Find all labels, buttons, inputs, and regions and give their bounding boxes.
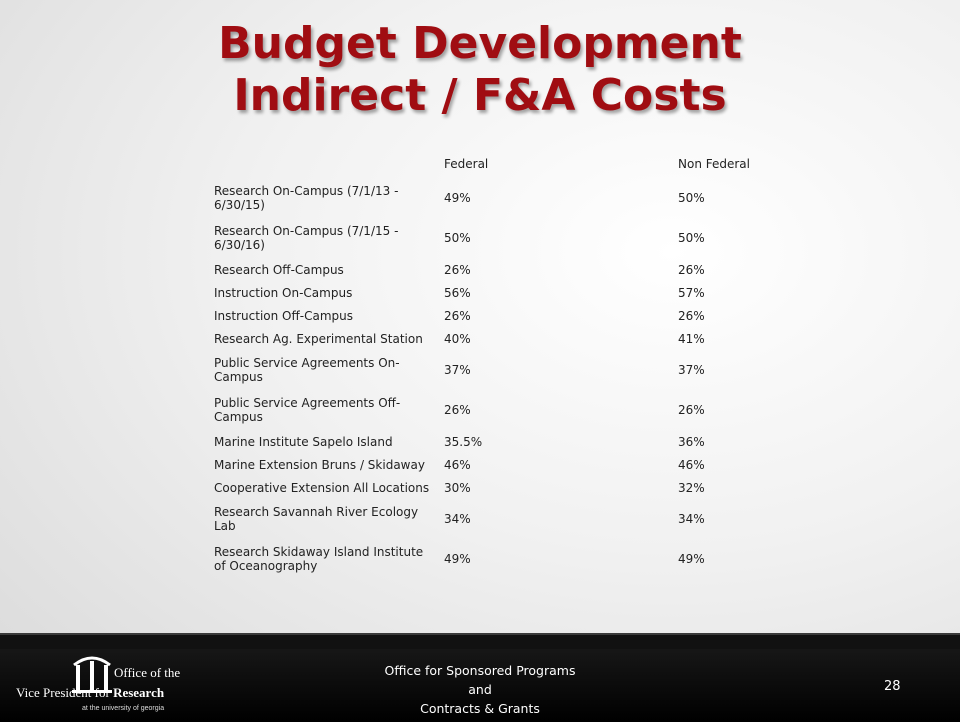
row-label: Research Ag. Experimental Station	[214, 331, 423, 346]
slide-title-line1: Budget Development	[218, 18, 742, 69]
logo-line1: Office of the	[114, 665, 181, 680]
row-non-federal-rate: 26%	[678, 262, 705, 277]
row-label: Research On-Campus (7/1/15 - 6/30/16)	[214, 224, 399, 252]
table-row: Research Skidaway Island Institute of Oc…	[210, 539, 770, 579]
footer-text-line1: Office for Sponsored Programs	[384, 663, 576, 678]
table-row: Research Savannah River Ecology Lab 34% 34…	[210, 499, 770, 539]
table-row: Instruction On-Campus 56% 57%	[210, 281, 770, 304]
footer-text-line3: Contracts & Grants	[420, 701, 540, 716]
row-federal-rate: 35.5%	[444, 434, 483, 449]
row-federal-rate: 37%	[444, 363, 471, 377]
row-label: Public Service Agreements Off-Campus	[214, 396, 401, 424]
row-label: Research Off-Campus	[214, 262, 344, 277]
fa-rates-table: Federal Non Federal Research On-Campus (…	[210, 150, 770, 579]
row-label: Research Skidaway Island Institute of Oc…	[214, 545, 424, 573]
row-federal-rate: 26%	[444, 308, 471, 323]
row-federal-rate: 30%	[444, 480, 471, 495]
logo-line2-b: Research	[113, 685, 165, 700]
row-non-federal-rate: 57%	[678, 285, 705, 300]
row-non-federal-rate: 32%	[678, 480, 705, 495]
row-non-federal-rate: 34%	[678, 512, 705, 526]
row-federal-rate: 26%	[444, 262, 471, 277]
logo-line3: at the university of georgia	[82, 705, 165, 712]
table-row: Research On-Campus (7/1/13 - 6/30/15) 49%…	[210, 178, 770, 218]
footer-text-line2: and	[468, 682, 492, 697]
table-row: Marine Institute Sapelo Island 35.5% 36%	[210, 430, 770, 453]
table-row: Public Service Agreements Off-Campus 26% 2…	[210, 390, 770, 430]
table-header-row: Federal Non Federal	[210, 150, 770, 178]
row-label: Research On-Campus (7/1/13 - 6/30/15)	[214, 184, 399, 212]
footer-top-bar	[0, 635, 960, 649]
page-number: 28	[884, 679, 901, 694]
row-federal-rate: 49%	[444, 191, 471, 205]
row-non-federal-rate: 41%	[678, 331, 705, 346]
row-federal-rate: 50%	[444, 231, 471, 245]
footer: Office of the Vice President for Researc…	[0, 633, 960, 722]
row-label: Instruction On-Campus	[214, 285, 353, 300]
row-non-federal-rate: 50%	[678, 231, 705, 245]
row-label: Marine Extension Bruns / Skidaway	[214, 457, 425, 472]
slide-title: Budget Development Indirect / F&A Costs	[0, 18, 960, 122]
row-label: Cooperative Extension All Locations	[214, 480, 430, 495]
footer-office-text: Office for Sponsored Programs and Contra…	[330, 661, 630, 718]
table-row: Cooperative Extension All Locations 30% 32…	[210, 476, 770, 499]
header-federal: Federal	[444, 157, 489, 171]
logo-line2-a: Vice President for	[16, 685, 114, 700]
row-federal-rate: 46%	[444, 457, 471, 472]
row-non-federal-rate: 37%	[678, 363, 705, 377]
row-federal-rate: 49%	[444, 552, 471, 566]
row-federal-rate: 40%	[444, 331, 471, 346]
ovpr-logo: Office of the Vice President for Researc…	[14, 649, 180, 715]
table-row: Research On-Campus (7/1/15 - 6/30/16) 50%…	[210, 218, 770, 258]
row-non-federal-rate: 46%	[678, 457, 705, 472]
logo-line2: Vice President for Research	[16, 685, 164, 701]
row-non-federal-rate: 26%	[678, 403, 705, 417]
row-federal-rate: 56%	[444, 285, 471, 300]
arch-icon	[72, 656, 112, 693]
table-row: Public Service Agreements On-Campus 37% 37…	[210, 350, 770, 390]
row-non-federal-rate: 50%	[678, 191, 705, 205]
row-federal-rate: 34%	[444, 512, 471, 526]
header-label	[210, 150, 440, 178]
header-non-federal: Non Federal	[678, 157, 750, 171]
row-non-federal-rate: 36%	[678, 434, 705, 449]
table-row: Research Ag. Experimental Station 40% 41%	[210, 327, 770, 350]
table-row: Research Off-Campus 26% 26%	[210, 258, 770, 281]
row-label: Marine Institute Sapelo Island	[214, 434, 393, 449]
row-non-federal-rate: 49%	[678, 552, 705, 566]
row-non-federal-rate: 26%	[678, 308, 705, 323]
table-row: Instruction Off-Campus 26% 26%	[210, 304, 770, 327]
slide-title-line2: Indirect / F&A Costs	[233, 70, 727, 121]
row-federal-rate: 26%	[444, 403, 471, 417]
row-label: Research Savannah River Ecology Lab	[214, 505, 419, 533]
table-row: Marine Extension Bruns / Skidaway 46% 46%	[210, 453, 770, 476]
row-label: Public Service Agreements On-Campus	[214, 356, 400, 384]
row-label: Instruction Off-Campus	[214, 308, 353, 323]
